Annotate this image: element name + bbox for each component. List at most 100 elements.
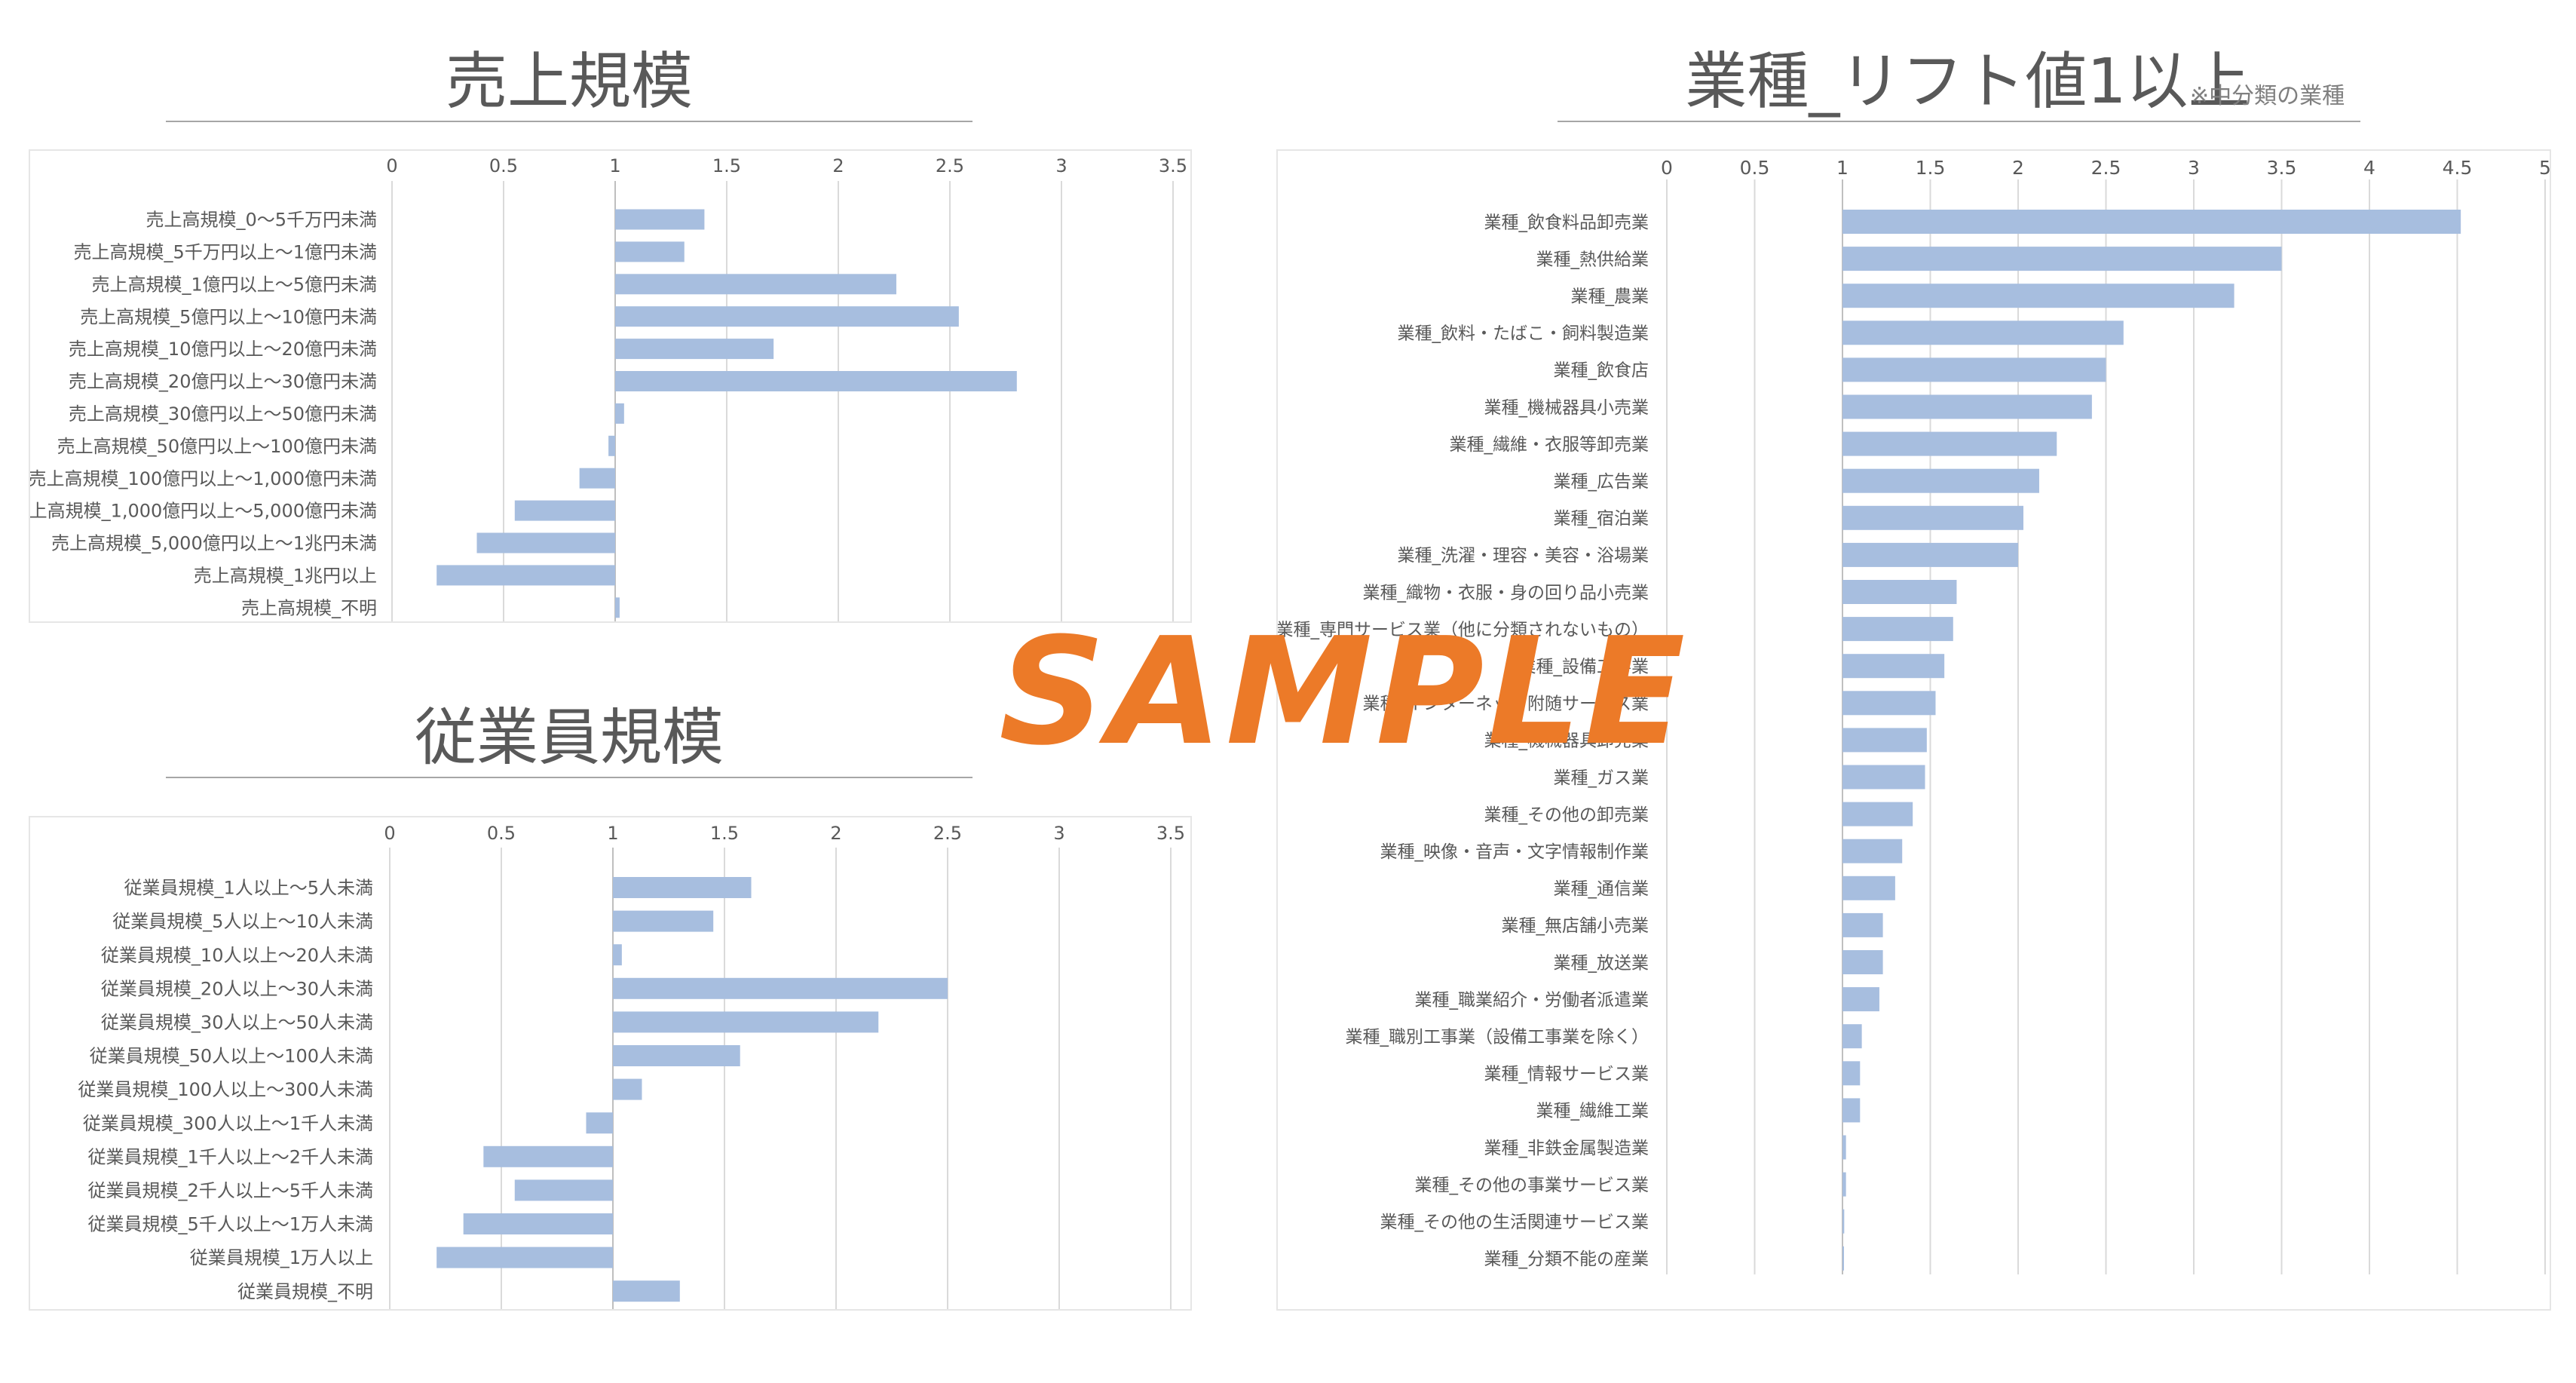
industry-bar [1842, 728, 1927, 753]
industry-bar [1842, 617, 1953, 642]
industry-category-label: 業種_繊維・衣服等卸売業 [1450, 435, 1649, 455]
sales-category-label: 売上高規模_1,000億円以上～5,000億円未満 [30, 501, 377, 522]
industry-tick-label: 1.5 [1916, 157, 1946, 179]
sales-category-label: 売上高規模_1兆円以上 [194, 566, 377, 587]
employees-category-label: 従業員規模_2千人以上～5千人未満 [87, 1180, 373, 1201]
sales-category-label: 売上高規模_20億円以上～30億円未満 [69, 371, 377, 392]
employees-chart-title: 従業員規模 [414, 702, 724, 774]
industry-tick-label: 1 [1836, 157, 1849, 179]
sales-category-label: 売上高規模_5億円以上～10億円未満 [80, 306, 377, 327]
employees-tick-label: 0 [384, 823, 395, 844]
sales-tick-label: 1 [609, 155, 620, 176]
employees-tick-label: 3.5 [1156, 823, 1185, 844]
employees-tick-label: 2.5 [933, 823, 962, 844]
industry-category-label: 業種_職別工事業（設備工事業を除く） [1346, 1027, 1649, 1047]
industry-tick-label: 5 [2539, 157, 2550, 179]
industry-category-label: 業種_専門サービス業（他に分類されないもの） [1278, 620, 1649, 639]
industry-category-label: 業種_その他の生活関連サービス業 [1380, 1213, 1649, 1232]
sales-chart: 0 0.5 1 1.5 2 2.5 3 3.5 売上高規模_0～5千万円未満売上高規模_5千万円… [11, 155, 1187, 621]
employees-tick-label: 2 [830, 823, 841, 844]
industry-bar [1842, 765, 1925, 790]
employees-chart-panel: 0 0.5 1 1.5 2 2.5 3 3.5 従業員規模_1人以上～5人未満 従業員規模_5人以… [29, 816, 1192, 1311]
sales-bar [608, 435, 615, 456]
sales-bar [615, 371, 1017, 391]
sales-tick-label: 2 [832, 155, 844, 176]
sales-title-rule [166, 121, 973, 122]
employees-title-rule [166, 777, 973, 778]
industry-category-label: 業種_農業 [1571, 287, 1649, 306]
sales-tick-label: 0.5 [489, 155, 518, 176]
industry-category-label: 業種_飲食料品卸売業 [1484, 213, 1649, 232]
industry-category-label: 業種_広告業 [1554, 472, 1649, 492]
industry-category-label: 業種_ガス業 [1554, 768, 1649, 788]
industry-category-label: 業種_織物・衣服・身の回り品小売業 [1363, 583, 1649, 603]
employees-category-label: 従業員規模_1千人以上～2千人未満 [87, 1146, 373, 1167]
industry-bar [1842, 950, 1883, 974]
employees-tick-label: 1.5 [710, 823, 739, 844]
industry-bar [1842, 542, 2018, 567]
industry-category-label: 業種_映像・音声・文字情報制作業 [1380, 842, 1649, 862]
employees-category-label: 従業員規模_10人以上～20人未満 [101, 945, 373, 966]
sales-tick-label: 0 [386, 155, 397, 176]
employees-bar [613, 1045, 740, 1066]
industry-bar [1842, 1209, 1845, 1234]
employees-bar [436, 1247, 613, 1268]
employees-bar [613, 1078, 642, 1100]
industry-bar [1842, 580, 1957, 604]
industry-title-rule [1558, 121, 2360, 122]
industry-category-label: 業種_設備工事業 [1519, 657, 1649, 676]
industry-bar [1842, 987, 1879, 1012]
sample-watermark: SAMPLE [999, 606, 1689, 778]
industry-category-label: 業種_熱供給業 [1536, 250, 1649, 269]
sales-bar [615, 209, 705, 230]
industry-bar [1842, 1098, 1861, 1123]
sales-tick-label: 1.5 [712, 155, 741, 176]
industry-tick-label: 4 [2363, 157, 2375, 179]
employees-category-label: 従業員規模_20人以上～30人未満 [101, 978, 373, 999]
sales-category-label: 売上高規模_不明 [241, 597, 377, 618]
employees-bar [514, 1179, 613, 1201]
industry-chart: 0 0.5 1 1.5 2 2.5 3 3.5 4 4.5 5 業種_飲食料品卸売業業種_熱供給業業種… [1276, 157, 2551, 1274]
employees-bar [613, 1280, 680, 1302]
industry-category-label: 業種_インターネット附随サービス業 [1363, 695, 1649, 714]
industry-category-label: 業種_その他の事業サービス業 [1415, 1176, 1649, 1195]
sales-bar [615, 274, 896, 295]
sales-category-label: 売上高規模_10億円以上～20億円未満 [69, 339, 377, 360]
industry-tick-label: 2.5 [2091, 157, 2121, 179]
industry-category-label: 業種_機械器具卸売業 [1484, 731, 1649, 751]
industry-bar [1842, 431, 2057, 456]
sales-tick-label: 2.5 [936, 155, 964, 176]
employees-bar [613, 977, 948, 999]
industry-category-label: 業種_放送業 [1554, 953, 1649, 973]
employees-bar [586, 1112, 613, 1134]
sales-chart-panel: 0 0.5 1 1.5 2 2.5 3 3.5 売上高規模_0～5千万円未満 売上高規模_5千万円… [11, 149, 1192, 623]
employees-bar [613, 944, 622, 966]
employees-tick-label: 3 [1053, 823, 1064, 844]
employees-bar [613, 877, 752, 898]
industry-category-label: 業種_情報サービス業 [1484, 1065, 1649, 1084]
industry-category-label: 業種_通信業 [1554, 879, 1649, 899]
industry-bar [1842, 468, 2039, 493]
industry-bar [1842, 1246, 1844, 1271]
industry-bar [1842, 357, 2106, 382]
industry-category-label: 業種_飲料・たばこ・飼料製造業 [1398, 324, 1649, 344]
industry-category-label: 業種_職業紹介・労働者派遣業 [1415, 990, 1649, 1010]
employees-tick-label: 1 [607, 823, 618, 844]
sales-bar [615, 306, 959, 327]
industry-category-label: 業種_非鉄金属製造業 [1484, 1139, 1649, 1158]
employees-category-label: 従業員規模_30人以上～50人未満 [101, 1012, 373, 1033]
employees-category-label: 従業員規模_不明 [237, 1281, 373, 1302]
employees-tick-label: 0.5 [487, 823, 516, 844]
industry-bar [1842, 1172, 1846, 1197]
employees-bar [483, 1145, 613, 1167]
industry-category-label: 業種_飲食店 [1554, 361, 1649, 381]
industry-category-label: 業種_機械器具小売業 [1484, 398, 1649, 418]
sales-bar [615, 403, 624, 424]
industry-chart-title: 業種_リフト値1以上 [1685, 46, 2250, 118]
sales-chart-title: 売上規模 [445, 46, 693, 118]
industry-bar [1842, 802, 1913, 826]
sales-bar [579, 468, 615, 489]
industry-category-label: 業種_繊維工業 [1536, 1102, 1649, 1121]
employees-category-label: 従業員規模_1万人以上 [190, 1247, 373, 1268]
sales-category-label: 売上高規模_50億円以上～100億円未満 [57, 436, 377, 457]
